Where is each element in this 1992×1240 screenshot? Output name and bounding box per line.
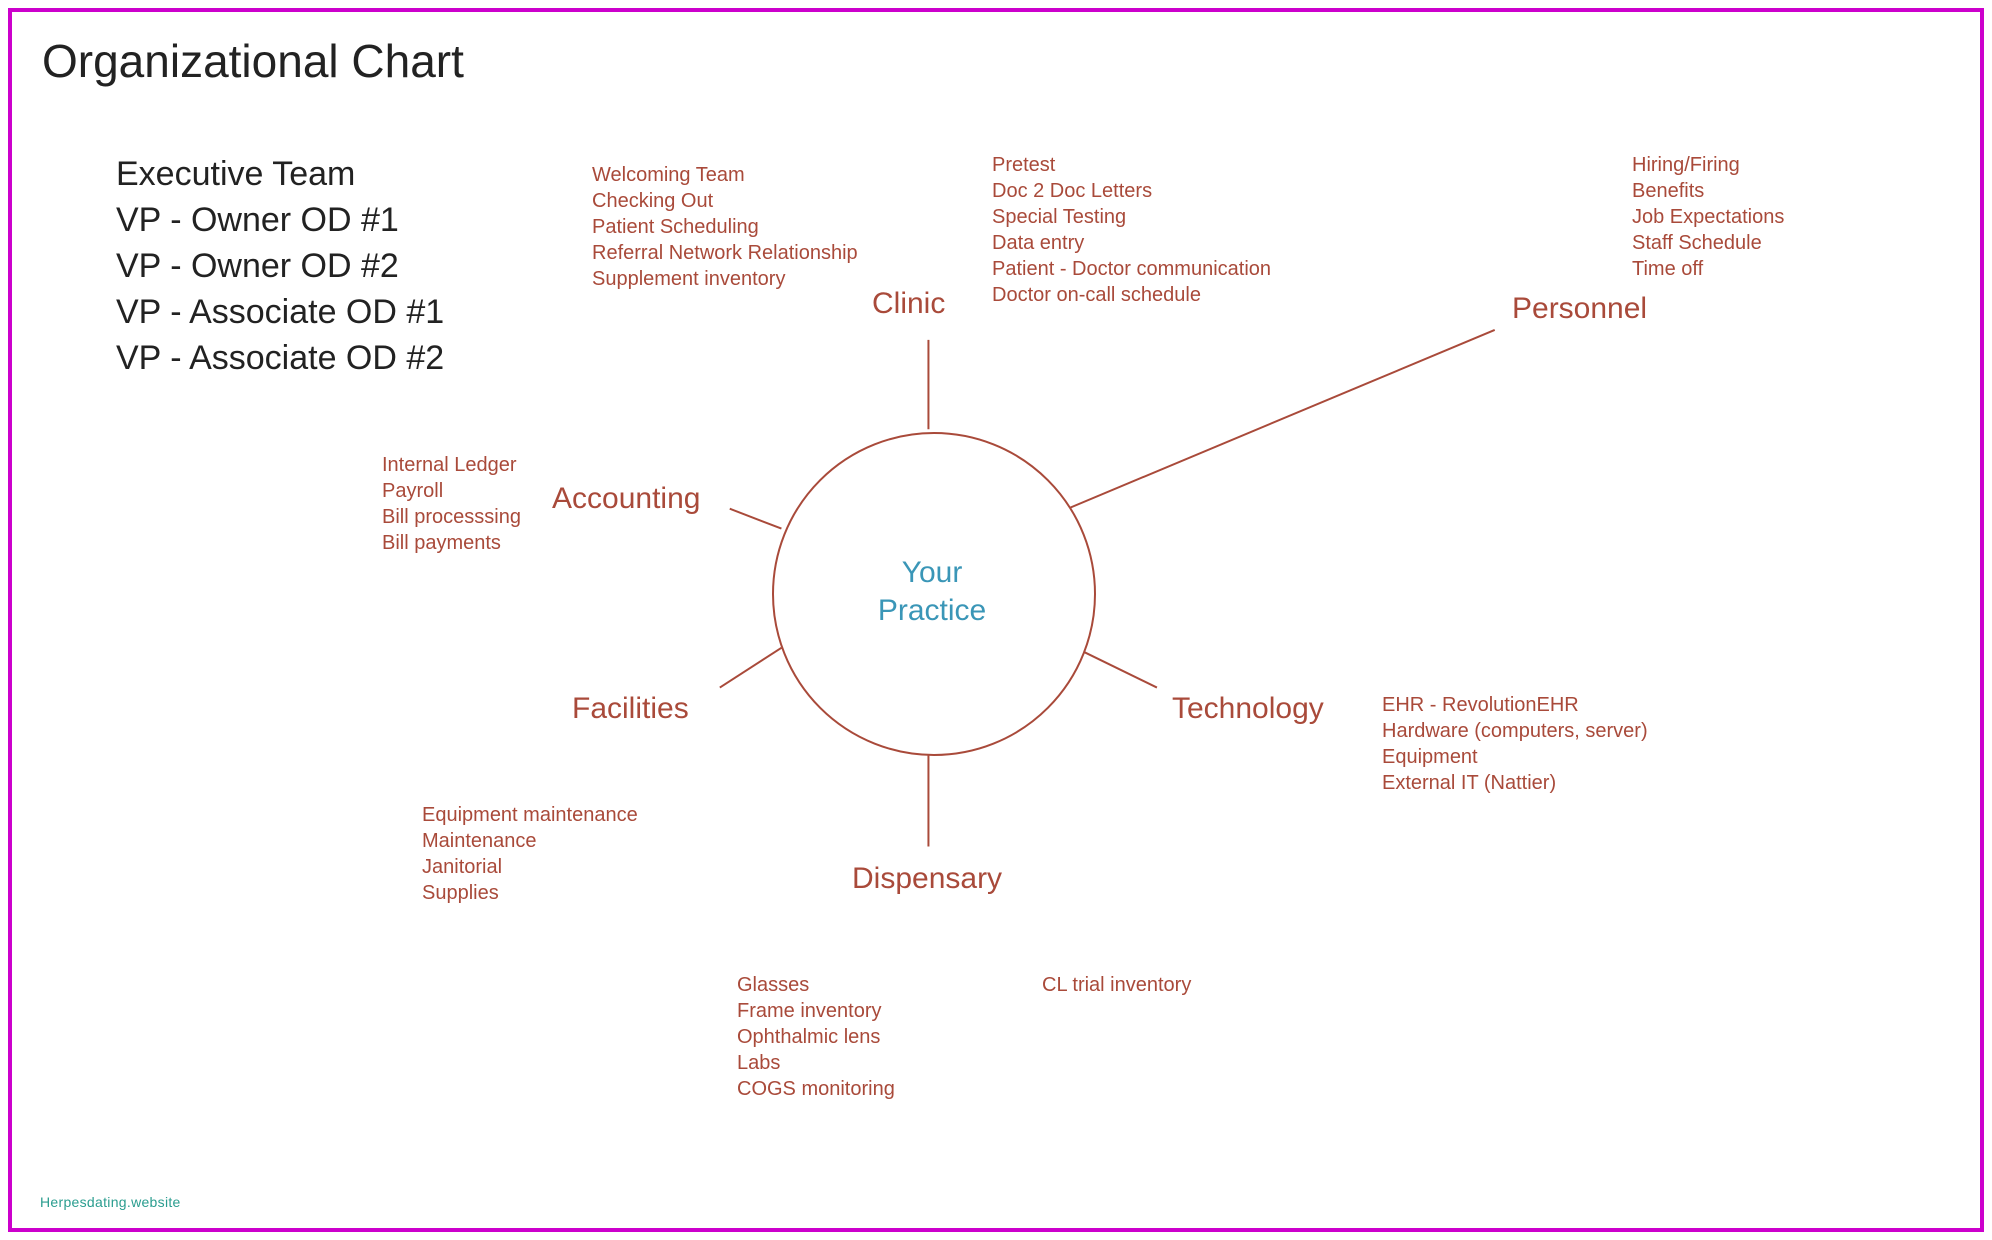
branch-label-clinic: Clinic xyxy=(872,287,945,321)
detail-item: Payroll xyxy=(382,478,521,504)
details-personnel: Hiring/FiringBenefitsJob ExpectationsSta… xyxy=(1632,152,1784,282)
detail-item: Frame inventory xyxy=(737,998,895,1024)
details-technology: EHR - RevolutionEHRHardware (computers, … xyxy=(1382,692,1648,796)
branch-label-technology: Technology xyxy=(1172,692,1324,726)
center-label-line2: Practice xyxy=(878,594,986,627)
detail-item: Equipment maintenance xyxy=(422,802,638,828)
executive-team-list: Executive TeamVP - Owner OD #1VP - Owner… xyxy=(116,152,444,381)
detail-item: Referral Network Relationship xyxy=(592,240,858,266)
detail-item: Glasses xyxy=(737,972,895,998)
exec-team-line: VP - Associate OD #2 xyxy=(116,336,444,382)
detail-item: Checking Out xyxy=(592,188,858,214)
center-label-line1: Your xyxy=(902,556,963,589)
detail-item: Equipment xyxy=(1382,744,1648,770)
detail-item: Patient Scheduling xyxy=(592,214,858,240)
detail-item: Bill payments xyxy=(382,530,521,556)
detail-item: Hiring/Firing xyxy=(1632,152,1784,178)
detail-item: Doc 2 Doc Letters xyxy=(992,178,1271,204)
branch-label-facilities: Facilities xyxy=(572,692,689,726)
center-label: Your Practice xyxy=(852,554,1012,629)
detail-item: Pretest xyxy=(992,152,1271,178)
exec-team-line: VP - Associate OD #1 xyxy=(116,290,444,336)
exec-team-line: Executive Team xyxy=(116,152,444,198)
detail-item: Benefits xyxy=(1632,178,1784,204)
detail-item: Janitorial xyxy=(422,854,638,880)
detail-item: External IT (Nattier) xyxy=(1382,770,1648,796)
details-dispensary-1: CL trial inventory xyxy=(1042,972,1191,998)
detail-item: Special Testing xyxy=(992,204,1271,230)
detail-item: CL trial inventory xyxy=(1042,972,1191,998)
details-dispensary-0: GlassesFrame inventoryOphthalmic lensLab… xyxy=(737,972,895,1102)
detail-item: Job Expectations xyxy=(1632,204,1784,230)
diagram-frame: Organizational Chart Executive TeamVP - … xyxy=(8,8,1984,1232)
details-facilities: Equipment maintenanceMaintenanceJanitori… xyxy=(422,802,638,906)
detail-item: EHR - RevolutionEHR xyxy=(1382,692,1648,718)
detail-item: Data entry xyxy=(992,230,1271,256)
exec-team-line: VP - Owner OD #1 xyxy=(116,198,444,244)
details-clinic: PretestDoc 2 Doc LettersSpecial TestingD… xyxy=(992,152,1271,308)
branch-label-accounting: Accounting xyxy=(552,482,700,516)
detail-item: Welcoming Team xyxy=(592,162,858,188)
welcoming-details: Welcoming TeamChecking OutPatient Schedu… xyxy=(592,162,858,292)
watermark: Herpesdating.website xyxy=(40,1194,181,1210)
details-accounting: Internal LedgerPayrollBill processsingBi… xyxy=(382,452,521,556)
detail-item: Supplies xyxy=(422,880,638,906)
detail-item: Hardware (computers, server) xyxy=(1382,718,1648,744)
detail-item: Patient - Doctor communication xyxy=(992,256,1271,282)
detail-item: Internal Ledger xyxy=(382,452,521,478)
detail-item: Time off xyxy=(1632,256,1784,282)
detail-item: Supplement inventory xyxy=(592,266,858,292)
page-title: Organizational Chart xyxy=(42,34,464,88)
detail-item: Labs xyxy=(737,1050,895,1076)
detail-item: COGS monitoring xyxy=(737,1076,895,1102)
detail-item: Maintenance xyxy=(422,828,638,854)
branch-label-dispensary: Dispensary xyxy=(852,862,1002,896)
branch-label-personnel: Personnel xyxy=(1512,292,1647,326)
detail-item: Ophthalmic lens xyxy=(737,1024,895,1050)
detail-item: Staff Schedule xyxy=(1632,230,1784,256)
detail-item: Bill processsing xyxy=(382,504,521,530)
detail-item: Doctor on-call schedule xyxy=(992,282,1271,308)
exec-team-line: VP - Owner OD #2 xyxy=(116,244,444,290)
